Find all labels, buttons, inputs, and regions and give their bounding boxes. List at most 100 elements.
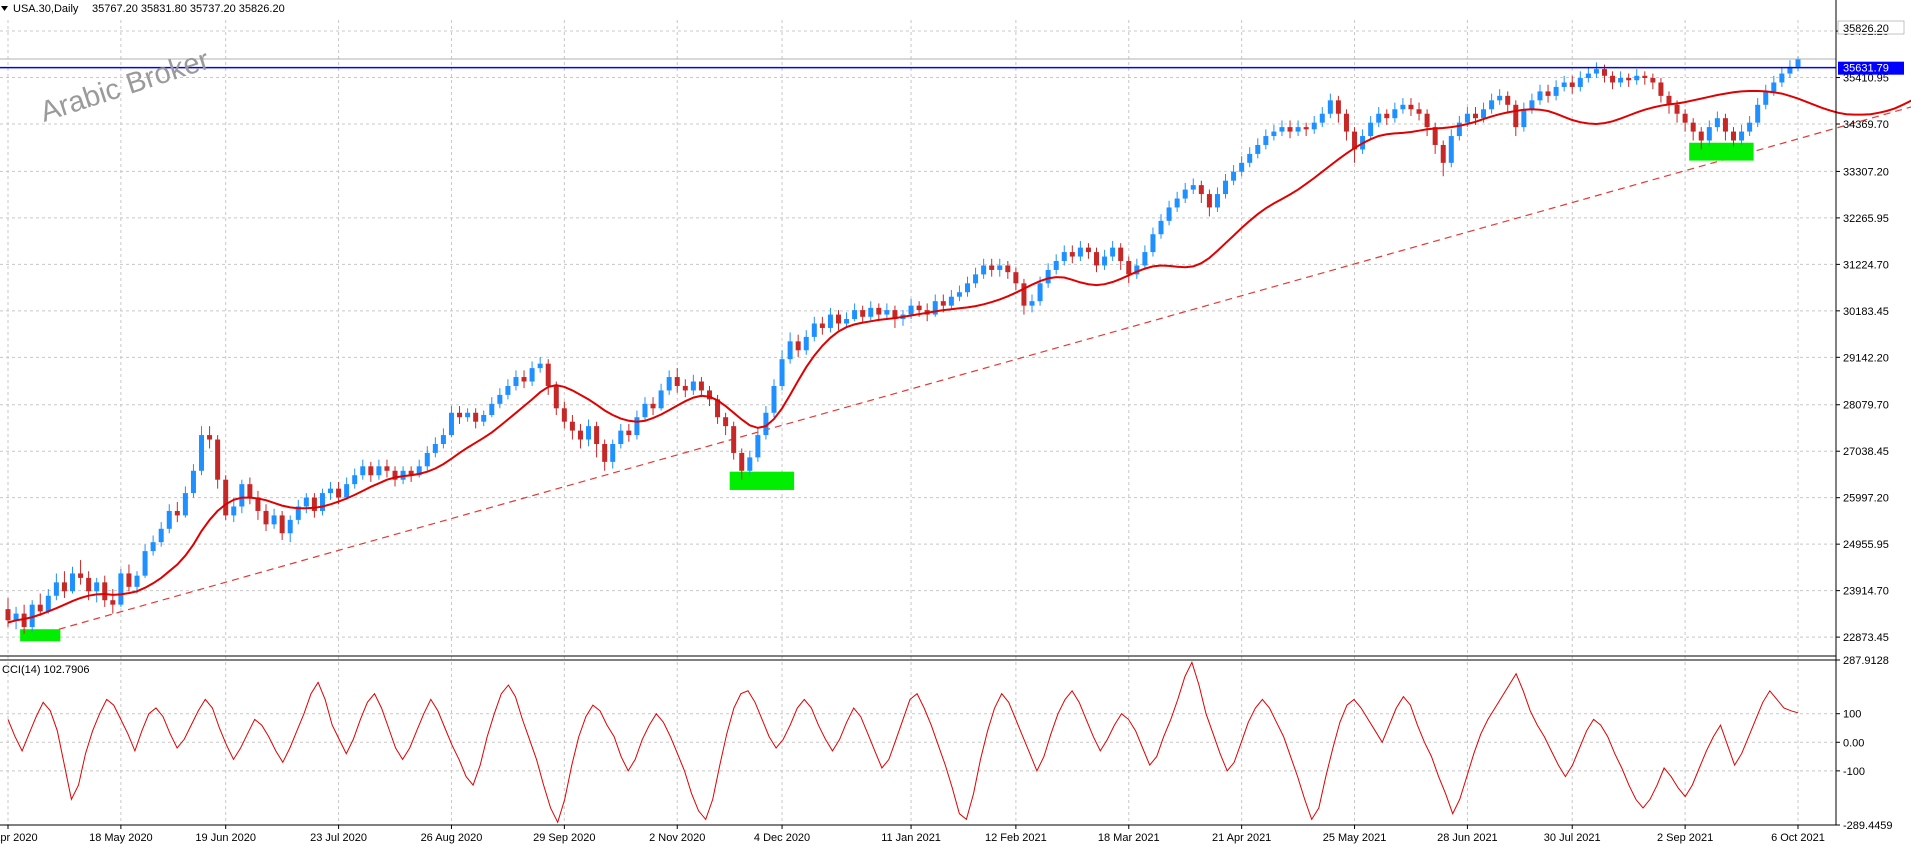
candle-body	[1634, 75, 1640, 81]
dropdown-arrow-icon[interactable]	[1, 6, 8, 11]
candle-body	[1206, 194, 1212, 208]
candle-body	[1368, 122, 1374, 137]
price-tick-label: 30183.45	[1843, 306, 1889, 318]
time-tick-label: 23 Jul 2020	[310, 832, 367, 844]
candle-body	[569, 421, 575, 431]
candle-body	[1771, 82, 1777, 92]
candle-body	[594, 426, 600, 444]
candle-body	[811, 323, 817, 337]
candle-body	[1626, 78, 1632, 81]
candle-body	[1142, 252, 1148, 266]
candle-body	[1787, 66, 1793, 74]
candle-body	[1690, 122, 1696, 132]
cci-label: CCI(14) 102.7906	[2, 664, 89, 676]
candle-body	[1335, 100, 1341, 114]
candle-body	[1303, 127, 1309, 130]
candle-body	[1755, 104, 1761, 123]
candle-body	[1529, 100, 1535, 110]
candle-body	[803, 336, 809, 351]
candle-body	[207, 435, 213, 440]
candle-body	[465, 412, 471, 418]
candle-body	[319, 493, 325, 511]
candle-body	[505, 385, 511, 395]
candle-body	[360, 466, 366, 476]
candle-body	[1481, 109, 1487, 119]
candle-body	[1126, 261, 1132, 275]
time-tick-label: 25 May 2021	[1323, 832, 1387, 844]
candle-body	[158, 528, 164, 543]
cci-line	[7, 660, 1799, 824]
candle-body	[150, 542, 156, 552]
candle-body	[344, 484, 350, 498]
candle-body	[586, 426, 592, 440]
svg-text:35631.79: 35631.79	[1843, 63, 1889, 75]
candle-body	[884, 310, 890, 315]
candle-body	[1513, 104, 1519, 128]
candle-body	[481, 414, 487, 422]
candle-body	[1247, 153, 1253, 163]
cci-tick-label: 287.9128	[1843, 655, 1889, 667]
candle-body	[1295, 127, 1301, 132]
candle-body	[577, 430, 583, 440]
candle-body	[965, 283, 971, 293]
price-tick-label: 34369.70	[1843, 119, 1889, 131]
time-tick-label: 30 Jul 2021	[1544, 832, 1601, 844]
candle-body	[674, 377, 680, 386]
candle-body	[690, 381, 696, 391]
candle-body	[263, 510, 269, 525]
candle-body	[295, 506, 301, 520]
candle-body	[1618, 78, 1624, 83]
candle-body	[634, 417, 640, 436]
price-tick-label: 32265.95	[1843, 213, 1889, 225]
candle-body	[1714, 118, 1720, 128]
candle-body	[916, 305, 922, 311]
candle-body	[1287, 127, 1293, 132]
candle-body	[1263, 136, 1269, 145]
candle-body	[1102, 256, 1108, 266]
candle-body	[626, 430, 632, 436]
candle-body	[1553, 86, 1559, 96]
chart-header: USA.30,Daily 35767.20 35831.80 35737.20 …	[1, 3, 285, 15]
candle-body	[1456, 122, 1462, 137]
candle-body	[384, 466, 390, 471]
candle-body	[1182, 189, 1188, 199]
candle-body	[1134, 265, 1140, 275]
ohlc-values: 35767.20 35831.80 35737.20 35826.20	[92, 3, 285, 15]
candle-body	[190, 470, 196, 494]
candle-body	[771, 385, 777, 413]
candle-body	[368, 466, 374, 476]
candle-body	[908, 305, 914, 315]
candle-body	[658, 390, 664, 409]
candle-body	[1013, 272, 1019, 284]
cci-tick-label: 0.00	[1843, 737, 1864, 749]
candle-body	[1158, 220, 1164, 235]
price-tick-label: 25997.20	[1843, 493, 1889, 505]
candle-body	[1763, 91, 1769, 105]
candle-body	[199, 435, 205, 471]
candle-body	[1779, 73, 1785, 83]
time-tick-label: 21 Apr 2021	[1212, 832, 1271, 844]
candle-body	[1255, 144, 1261, 154]
candles-layer	[5, 56, 1801, 634]
candle-body	[1610, 75, 1616, 83]
highlight-layer	[20, 142, 1754, 642]
candle-body	[1239, 162, 1245, 172]
candle-body	[1505, 95, 1511, 105]
candle-body	[1706, 127, 1712, 141]
candle-body	[747, 457, 753, 471]
candle-body	[1343, 113, 1349, 132]
candle-body	[134, 575, 140, 587]
candle-body	[956, 292, 962, 297]
candle-body	[1698, 131, 1704, 141]
candle-body	[1561, 82, 1567, 87]
candle-body	[827, 314, 833, 328]
candle-body	[279, 515, 285, 534]
candle-body	[94, 582, 100, 592]
candle-body	[118, 573, 124, 605]
candle-body	[311, 497, 317, 511]
time-tick-label: 11 Jan 2021	[881, 832, 941, 844]
time-tick-label: 28 Jun 2021	[1437, 832, 1498, 844]
time-tick-label: 6 Oct 2021	[1771, 832, 1825, 844]
